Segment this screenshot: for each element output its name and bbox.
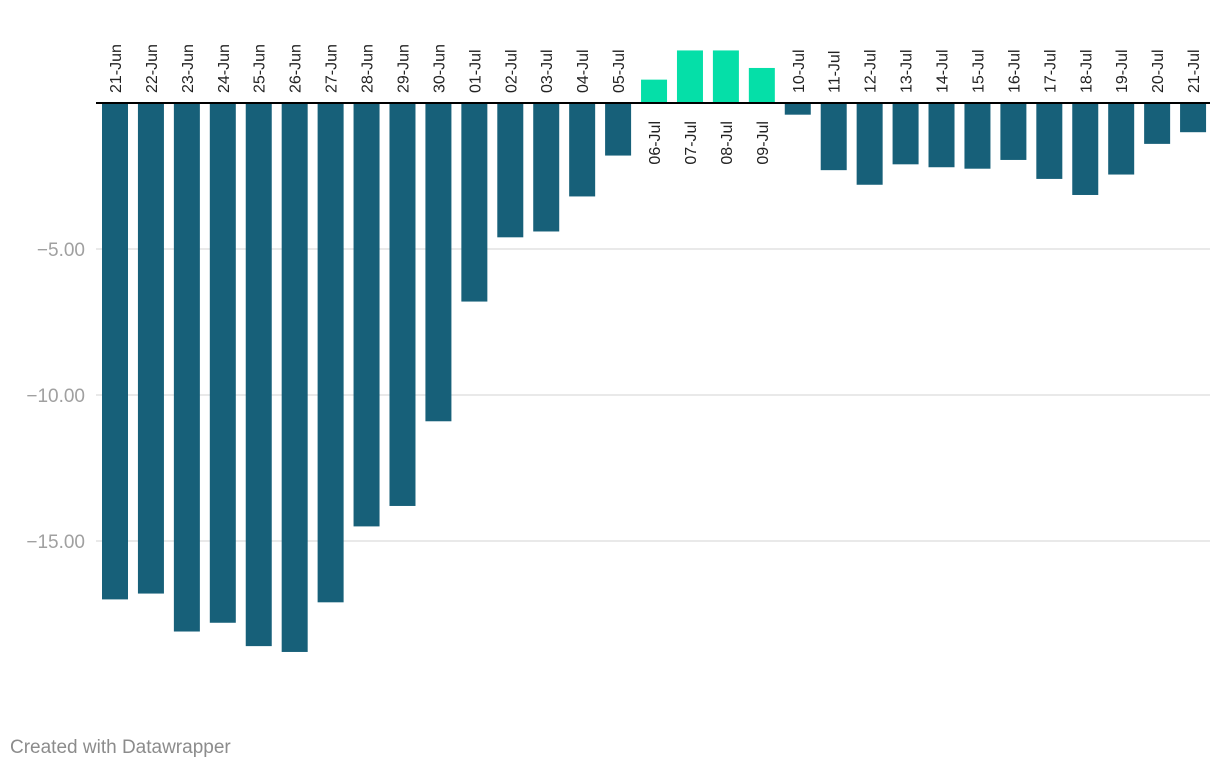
bar: [102, 103, 128, 600]
bar: [605, 103, 632, 156]
y-tick-label: −15.00: [26, 532, 85, 553]
bar: [784, 103, 811, 115]
category-label: 12-Jul: [863, 49, 880, 93]
bar: [173, 103, 200, 632]
category-label: 11-Jul: [827, 51, 844, 93]
bar: [856, 103, 883, 185]
bar: [1108, 103, 1135, 175]
category-label: 01-Jul: [467, 49, 484, 93]
category-label: 03-Jul: [539, 49, 556, 93]
bar: [461, 103, 488, 302]
y-axis-tick-labels: −5.00 −10.00 −15.00: [26, 240, 85, 553]
category-label: 23-Jun: [180, 44, 197, 93]
bars: [102, 50, 1207, 652]
category-label: 30-Jun: [431, 44, 448, 93]
category-label: 06-Jul: [647, 121, 664, 165]
category-label: 25-Jun: [252, 44, 269, 93]
bar: [1072, 103, 1099, 195]
category-label: 19-Jul: [1114, 49, 1131, 93]
bar: [533, 103, 560, 232]
bar: [353, 103, 380, 527]
category-label: 04-Jul: [575, 49, 592, 93]
category-label: 14-Jul: [935, 49, 952, 93]
bar: [928, 103, 955, 168]
bar: [964, 103, 991, 169]
category-label: 29-Jun: [395, 44, 412, 93]
category-label: 10-Jul: [791, 49, 808, 93]
bar: [748, 67, 775, 103]
category-label: 21-Jun: [108, 44, 125, 93]
category-label: 27-Jun: [324, 44, 341, 93]
category-label: 16-Jul: [1006, 49, 1023, 93]
bar: [245, 103, 272, 647]
category-label: 24-Jun: [216, 44, 233, 93]
category-label: 02-Jul: [503, 49, 520, 93]
category-label: 26-Jun: [288, 44, 305, 93]
bar: [1000, 103, 1027, 160]
category-label: 07-Jul: [683, 121, 700, 165]
bar: [389, 103, 416, 506]
bar: [1036, 103, 1063, 179]
category-label: 05-Jul: [611, 49, 628, 93]
bar: [712, 50, 739, 103]
bar: [137, 103, 164, 594]
bar: [317, 103, 344, 603]
bar: [425, 103, 452, 422]
bar: [676, 50, 703, 103]
y-tick-label: −5.00: [37, 240, 85, 261]
category-label: 20-Jul: [1150, 49, 1167, 93]
y-tick-label: −10.00: [26, 386, 85, 407]
category-label: 18-Jul: [1078, 49, 1095, 93]
credit-text: Created with Datawrapper: [10, 737, 231, 758]
bar: [641, 79, 668, 103]
category-label: 08-Jul: [719, 121, 736, 165]
bar: [892, 103, 919, 165]
bar: [820, 103, 847, 171]
bar: [1180, 103, 1207, 133]
gridlines: [96, 248, 1210, 542]
category-label: 22-Jun: [144, 44, 161, 93]
category-label: 15-Jul: [970, 49, 987, 93]
category-label: 28-Jun: [360, 44, 377, 93]
bar: [1144, 103, 1171, 144]
category-label: 09-Jul: [755, 121, 772, 165]
bar: [497, 103, 524, 238]
category-label: 17-Jul: [1042, 49, 1059, 93]
category-labels: 21-Jun 22-Jun 23-Jun 24-Jun 25-Jun 26-Jun 27-J…: [108, 44, 1203, 165]
bar: [569, 103, 596, 197]
bar: [281, 103, 308, 652]
bar: [209, 103, 236, 623]
category-label: 13-Jul: [899, 49, 916, 93]
category-label: 21-Jul: [1186, 49, 1203, 93]
